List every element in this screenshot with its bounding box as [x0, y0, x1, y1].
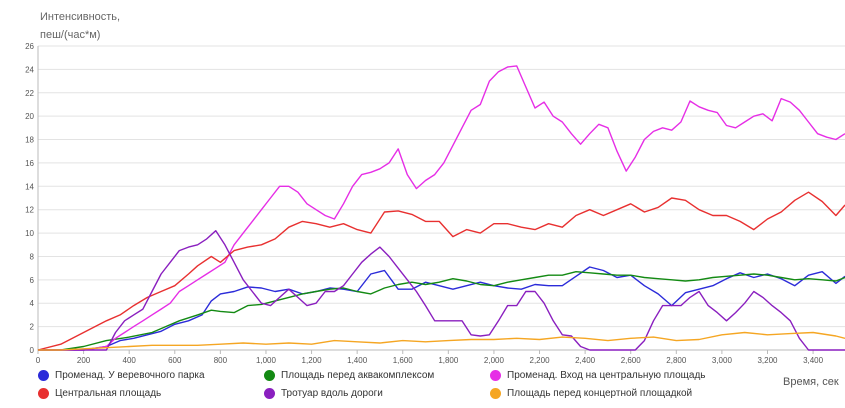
x-tick-label: 2,600	[621, 356, 642, 365]
legend: Променад. У веревочного парка Площадь пе…	[0, 364, 845, 408]
x-tick-label: 3,000	[712, 356, 733, 365]
grid-lines	[38, 45, 845, 351]
series-line-4	[38, 229, 845, 351]
legend-item[interactable]: Центральная площадь	[38, 388, 161, 399]
legend-marker	[38, 370, 49, 381]
x-tick-label: 1,400	[347, 356, 368, 365]
x-tick-label: 3,400	[803, 356, 824, 365]
y-tick-label: 14	[25, 182, 34, 191]
y-tick-label: 16	[25, 159, 34, 168]
legend-item[interactable]: Тротуар вдоль дороги	[264, 388, 383, 399]
x-tick-label: 2,800	[666, 356, 687, 365]
x-tick-label: 200	[77, 356, 91, 365]
legend-marker	[490, 388, 501, 399]
series-line-3	[37, 191, 845, 351]
y-tick-label: 22	[25, 89, 34, 98]
x-tick-label: 2,000	[484, 356, 505, 365]
series-line-5	[38, 331, 845, 351]
x-tick-label: 800	[214, 356, 228, 365]
y-tick-label: 20	[25, 112, 34, 121]
y-tick-label: 26	[25, 42, 34, 51]
x-tick-label: 1,200	[302, 356, 323, 365]
legend-label: Центральная площадь	[55, 388, 162, 399]
x-tick-label: 1,800	[438, 356, 459, 365]
x-tick-labels: 0 200 400 600 800 1,000 1,200 1,400 1,600 1,800 2,…	[36, 356, 824, 365]
x-tick-label: 1,000	[256, 356, 277, 365]
y-tick-label: 10	[25, 229, 34, 238]
x-tick-label: 2,400	[575, 356, 596, 365]
legend-item[interactable]: Площадь перед концертной площадкой	[490, 388, 692, 399]
y-tick-label: 6	[30, 276, 35, 285]
legend-label: Променад. Вход на центральную площадь	[507, 370, 706, 381]
y-tick-label: 8	[30, 252, 35, 261]
legend-marker	[490, 370, 501, 381]
y-tick-label: 12	[25, 206, 34, 215]
series-line-1	[38, 271, 845, 351]
legend-marker	[264, 370, 275, 381]
legend-label: Променад. У веревочного парка	[55, 370, 205, 381]
y-tick-label: 18	[25, 136, 34, 145]
legend-item[interactable]: Променад. У веревочного парка	[38, 370, 205, 381]
x-tick-label: 400	[123, 356, 137, 365]
x-tick-label: 600	[168, 356, 182, 365]
x-axis-label: Время, сек	[783, 376, 839, 388]
x-tick-label: 0	[36, 356, 41, 365]
y-tick-label: 2	[30, 323, 35, 332]
y-axis-label: Интенсивность, пеш/(час*м)	[40, 11, 121, 41]
series-line-2	[38, 65, 845, 351]
legend-label: Площадь перед аквакомплексом	[281, 370, 435, 381]
x-tick-label: 3,200	[757, 356, 778, 365]
axes	[37, 46, 814, 354]
series-line-0	[38, 266, 845, 351]
y-tick-label: 4	[30, 299, 35, 308]
x-tick-label: 1,600	[393, 356, 414, 365]
series-lines	[37, 65, 845, 351]
legend-label: Тротуар вдоль дороги	[281, 388, 383, 399]
legend-item[interactable]: Площадь перед аквакомплексом	[264, 370, 434, 381]
legend-item[interactable]: Променад. Вход на центральную площадь	[490, 370, 706, 381]
y-tick-label: 0	[30, 346, 35, 355]
x-tick-label: 2,200	[530, 356, 551, 365]
legend-marker	[38, 388, 49, 399]
legend-marker	[264, 388, 275, 399]
y-tick-label: 24	[25, 65, 34, 74]
legend-label: Площадь перед концертной площадкой	[507, 388, 693, 399]
